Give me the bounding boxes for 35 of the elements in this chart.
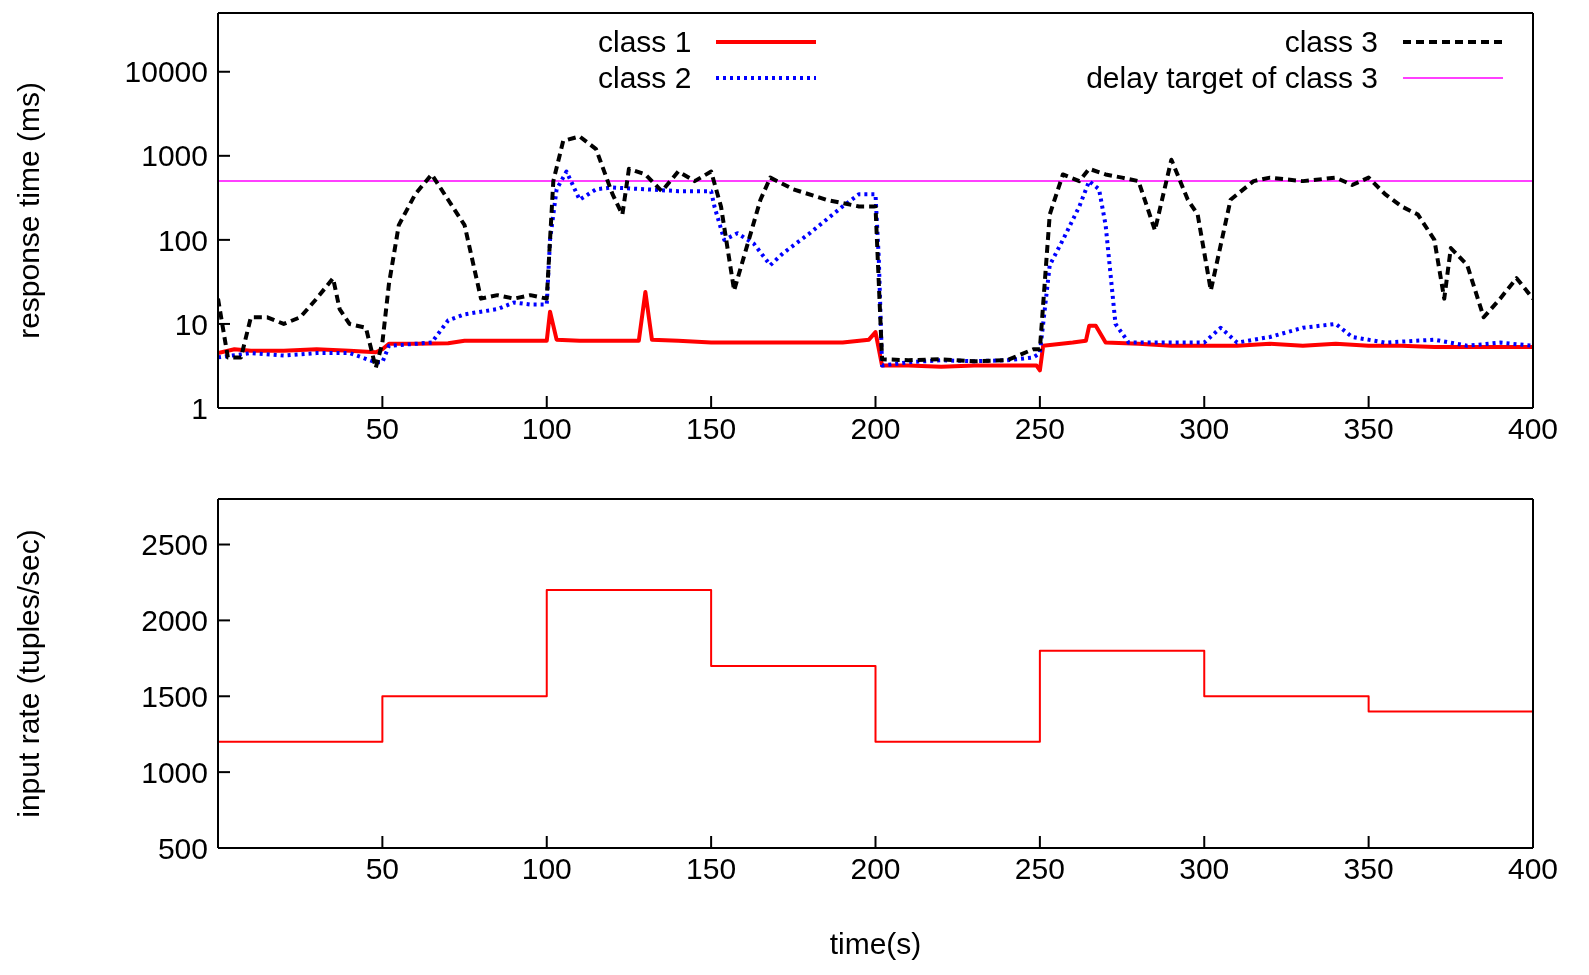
- line-series: [218, 289, 1533, 373]
- y-tick-label: 2500: [141, 528, 208, 562]
- x-tick-label: 50: [365, 412, 400, 446]
- y-axis-title: response time (ms): [11, 82, 45, 339]
- x-tick-label: 350: [1343, 852, 1394, 886]
- y-tick-label: 1500: [141, 679, 208, 713]
- y-tick-label: 500: [157, 831, 208, 865]
- x-tick-label: 150: [686, 852, 737, 886]
- x-tick-label: 200: [850, 852, 901, 886]
- y-tick-label: 100: [157, 223, 208, 257]
- x-axis-title: time(s): [829, 927, 922, 960]
- y-tick-label: 10000: [124, 55, 208, 89]
- x-tick-label: 200: [850, 412, 901, 446]
- legend-label: delay target of class 3: [1086, 60, 1378, 96]
- x-tick-label: 100: [521, 412, 572, 446]
- line-series: [218, 169, 1533, 368]
- x-tick-label: 50: [365, 852, 400, 886]
- y-tick-label: 1000: [141, 755, 208, 789]
- x-tick-label: 150: [686, 412, 737, 446]
- y-tick-label: 2000: [141, 604, 208, 638]
- x-tick-label: 400: [1507, 412, 1559, 446]
- x-tick-label: 400: [1507, 852, 1559, 886]
- legend-label: class 2: [598, 60, 692, 96]
- y-axis-title: input rate (tuples/sec): [11, 529, 45, 818]
- y-tick-label: 1000: [141, 139, 208, 173]
- x-tick-label: 300: [1179, 852, 1230, 886]
- x-tick-label: 250: [1014, 852, 1065, 886]
- legend-label: class 3: [1284, 24, 1378, 60]
- x-tick-label: 300: [1179, 412, 1230, 446]
- y-tick-label: 1: [191, 391, 208, 425]
- x-tick-label: 250: [1014, 412, 1065, 446]
- y-tick-label: 10: [174, 307, 208, 341]
- legend-label: class 1: [598, 24, 692, 60]
- x-tick-label: 350: [1343, 412, 1394, 446]
- x-tick-label: 100: [521, 852, 572, 886]
